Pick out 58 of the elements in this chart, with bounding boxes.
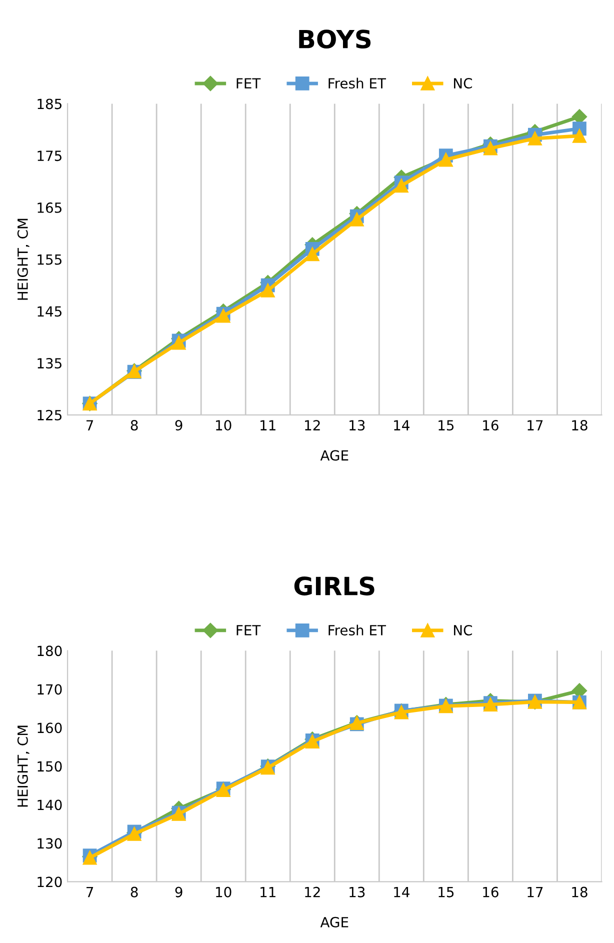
x-tick-label: 14 [394, 886, 410, 898]
chart-title: GIRLS [294, 576, 374, 596]
y-axis-title: HEIGHT, CM [17, 218, 30, 300]
y-tick-label: 130 [38, 838, 62, 849]
x-axis-title: AGE [320, 450, 348, 461]
x-tick-label: 17 [528, 420, 543, 430]
x-tick-label: 12 [305, 420, 320, 430]
point [394, 178, 408, 193]
legend-label: Fresh ET [328, 78, 386, 89]
point [572, 128, 586, 143]
y-tick-label: 150 [38, 761, 62, 772]
x-tick-label: 7 [86, 886, 94, 898]
y-tick-label: 180 [38, 646, 62, 656]
x-tick-label: 13 [350, 420, 365, 431]
y-tick-label: 160 [38, 722, 62, 734]
x-tick-label: 17 [528, 886, 543, 898]
x-tick-label: 16 [483, 420, 498, 431]
x-tick-label: 14 [394, 420, 410, 430]
x-tick-label: 9 [175, 886, 182, 898]
y-axis-title: HEIGHT, CM [17, 726, 30, 807]
x-tick-label: 10 [216, 886, 232, 898]
legend-label: FET [236, 78, 261, 88]
x-tick-label: 16 [483, 886, 498, 898]
y-tick-label: 145 [38, 306, 62, 317]
x-tick-label: 10 [216, 420, 232, 431]
x-tick-label: 7 [86, 420, 94, 430]
point [438, 152, 453, 167]
legend-label: NC [454, 624, 472, 636]
point [305, 247, 320, 262]
x-tick-label: 15 [438, 886, 454, 898]
x-axis-title: AGE [320, 916, 348, 928]
x-tick-label: 8 [130, 420, 138, 431]
y-tick-label: 170 [38, 684, 62, 695]
y-tick-label: 175 [38, 150, 62, 162]
x-tick-label: 13 [350, 886, 365, 898]
y-tick-label: 165 [38, 202, 62, 213]
y-tick-label: 125 [38, 410, 62, 420]
x-tick-label: 11 [260, 886, 276, 898]
x-tick-label: 12 [305, 886, 320, 898]
y-tick-label: 135 [38, 358, 62, 369]
x-tick-label: 8 [130, 886, 138, 898]
chart-title: BOYS [299, 30, 371, 49]
y-tick-label: 155 [38, 254, 62, 265]
point [127, 827, 142, 841]
x-tick-label: 18 [572, 420, 588, 431]
legend-label: NC [454, 78, 472, 89]
x-tick-label: 11 [260, 420, 276, 430]
y-tick-label: 120 [38, 876, 62, 888]
x-tick-label: 9 [175, 420, 182, 431]
legend-label: FET [236, 625, 261, 636]
point [528, 132, 542, 146]
y-tick-label: 185 [38, 98, 62, 110]
point [350, 212, 364, 226]
point [260, 284, 275, 298]
y-tick-label: 140 [38, 800, 62, 810]
legend-label: Fresh ET [328, 624, 386, 636]
x-tick-label: 18 [572, 886, 588, 898]
x-tick-label: 15 [438, 420, 454, 431]
